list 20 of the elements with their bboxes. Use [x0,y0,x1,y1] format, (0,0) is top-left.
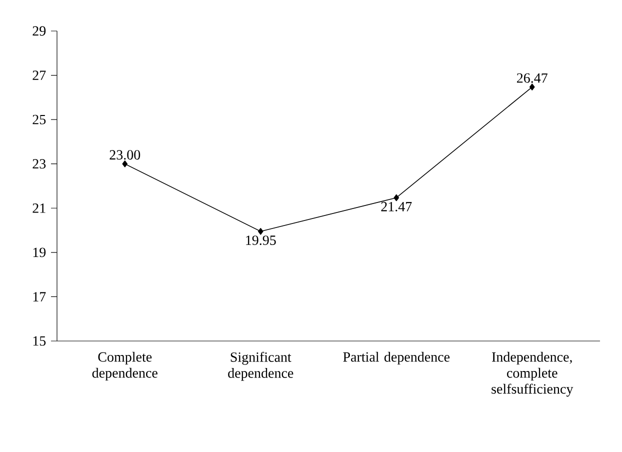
data-label: 19.95 [246,236,276,246]
y-tick-label: 21 [32,204,46,213]
x-tick-label: Complete dependence [92,352,158,381]
y-tick-label: 25 [32,114,46,124]
x-tick-label: Independence, complete selfsufficiency [492,352,574,397]
y-tick-label: 29 [32,26,46,36]
y-tick-label: 15 [33,336,46,346]
x-tick-label: Significant dependence [228,352,294,381]
y-tick-label: 27 [32,70,46,80]
y-tick-label: 19 [33,248,46,258]
x-tick-label: Partial dependence [343,352,450,365]
y-tick-label: 23 [32,159,46,169]
data-label: 26.47 [516,73,548,83]
point [529,84,535,90]
point [394,194,400,202]
data-label: 21.47 [381,202,412,212]
y-tick-label: 17 [33,292,46,302]
point [122,160,128,168]
data-label: 23.00 [110,150,140,160]
point [258,228,264,235]
